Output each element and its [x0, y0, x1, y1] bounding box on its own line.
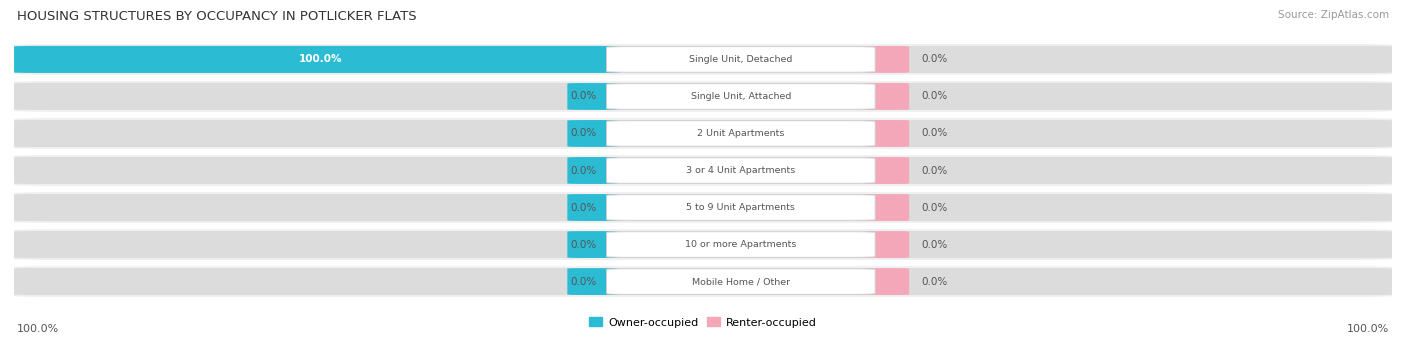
Text: 10 or more Apartments: 10 or more Apartments	[685, 240, 797, 249]
FancyBboxPatch shape	[606, 47, 875, 72]
FancyBboxPatch shape	[14, 268, 620, 295]
FancyBboxPatch shape	[862, 268, 1392, 295]
FancyBboxPatch shape	[14, 231, 620, 258]
Text: 0.0%: 0.0%	[921, 239, 948, 250]
FancyBboxPatch shape	[14, 194, 620, 221]
FancyBboxPatch shape	[568, 194, 617, 221]
Text: 3 or 4 Unit Apartments: 3 or 4 Unit Apartments	[686, 166, 796, 175]
FancyBboxPatch shape	[606, 269, 875, 294]
Text: 0.0%: 0.0%	[921, 91, 948, 102]
FancyBboxPatch shape	[14, 155, 1392, 186]
FancyBboxPatch shape	[865, 268, 910, 295]
Text: 100.0%: 100.0%	[17, 324, 59, 334]
FancyBboxPatch shape	[14, 44, 1392, 75]
Text: 0.0%: 0.0%	[921, 203, 948, 212]
FancyBboxPatch shape	[865, 46, 910, 73]
Text: Single Unit, Attached: Single Unit, Attached	[690, 92, 792, 101]
Text: 0.0%: 0.0%	[571, 277, 598, 286]
Text: Mobile Home / Other: Mobile Home / Other	[692, 277, 790, 286]
Text: 2 Unit Apartments: 2 Unit Apartments	[697, 129, 785, 138]
FancyBboxPatch shape	[865, 231, 910, 258]
Text: Source: ZipAtlas.com: Source: ZipAtlas.com	[1278, 10, 1389, 20]
Text: 0.0%: 0.0%	[571, 91, 598, 102]
Text: 0.0%: 0.0%	[921, 55, 948, 64]
FancyBboxPatch shape	[865, 83, 910, 110]
Text: 0.0%: 0.0%	[571, 239, 598, 250]
FancyBboxPatch shape	[568, 268, 617, 295]
FancyBboxPatch shape	[862, 83, 1392, 110]
FancyBboxPatch shape	[14, 118, 1392, 149]
Text: 0.0%: 0.0%	[571, 129, 598, 138]
Text: 5 to 9 Unit Apartments: 5 to 9 Unit Apartments	[686, 203, 796, 212]
Text: 0.0%: 0.0%	[571, 165, 598, 176]
FancyBboxPatch shape	[862, 46, 1392, 73]
Text: 0.0%: 0.0%	[921, 129, 948, 138]
FancyBboxPatch shape	[606, 232, 875, 257]
FancyBboxPatch shape	[606, 158, 875, 183]
Legend: Owner-occupied, Renter-occupied: Owner-occupied, Renter-occupied	[585, 313, 821, 332]
Text: HOUSING STRUCTURES BY OCCUPANCY IN POTLICKER FLATS: HOUSING STRUCTURES BY OCCUPANCY IN POTLI…	[17, 10, 416, 23]
Text: 0.0%: 0.0%	[571, 203, 598, 212]
FancyBboxPatch shape	[865, 194, 910, 221]
FancyBboxPatch shape	[14, 46, 620, 73]
Text: 100.0%: 100.0%	[299, 55, 343, 64]
Text: 0.0%: 0.0%	[921, 165, 948, 176]
FancyBboxPatch shape	[568, 83, 617, 110]
FancyBboxPatch shape	[865, 157, 910, 184]
FancyBboxPatch shape	[606, 195, 875, 220]
FancyBboxPatch shape	[14, 83, 620, 110]
FancyBboxPatch shape	[606, 121, 875, 146]
FancyBboxPatch shape	[606, 84, 875, 109]
FancyBboxPatch shape	[14, 120, 620, 147]
FancyBboxPatch shape	[14, 192, 1392, 223]
Text: 0.0%: 0.0%	[921, 277, 948, 286]
Text: Single Unit, Detached: Single Unit, Detached	[689, 55, 793, 64]
FancyBboxPatch shape	[14, 46, 620, 73]
FancyBboxPatch shape	[14, 81, 1392, 112]
FancyBboxPatch shape	[862, 157, 1392, 184]
FancyBboxPatch shape	[568, 231, 617, 258]
FancyBboxPatch shape	[862, 120, 1392, 147]
FancyBboxPatch shape	[568, 157, 617, 184]
FancyBboxPatch shape	[862, 231, 1392, 258]
Text: 100.0%: 100.0%	[1347, 324, 1389, 334]
FancyBboxPatch shape	[862, 194, 1392, 221]
FancyBboxPatch shape	[14, 229, 1392, 260]
FancyBboxPatch shape	[865, 120, 910, 147]
FancyBboxPatch shape	[14, 266, 1392, 297]
FancyBboxPatch shape	[568, 120, 617, 147]
FancyBboxPatch shape	[14, 157, 620, 184]
